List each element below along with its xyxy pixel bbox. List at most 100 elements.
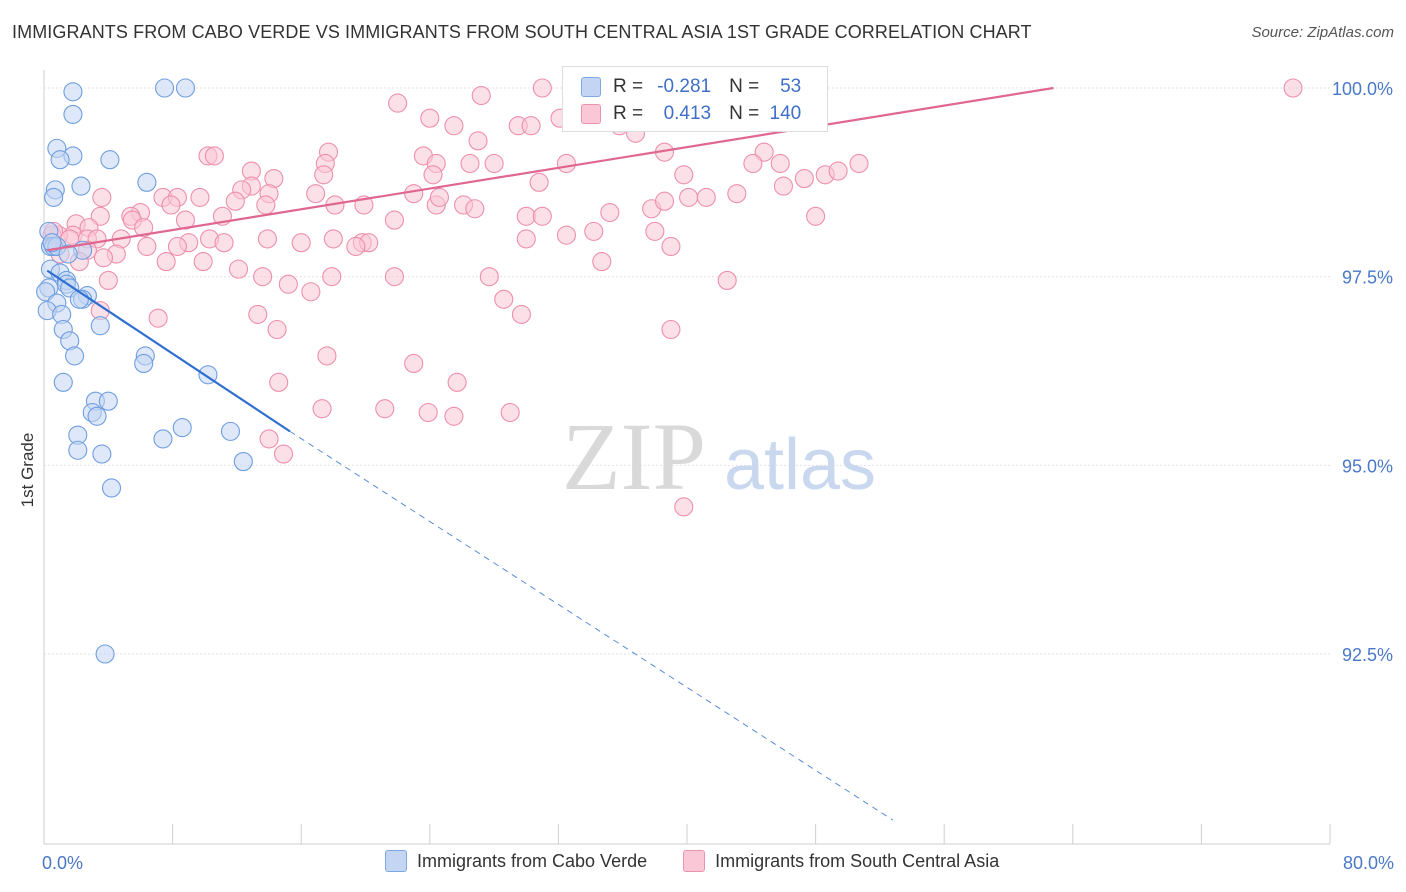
legend-swatch-south-central-asia [683, 850, 706, 872]
series-cabo-verde [36, 78, 253, 664]
point-south-central-asia [447, 372, 467, 392]
point-south-central-asia [388, 93, 408, 113]
point-south-central-asia [148, 308, 168, 328]
legend-r-value-cabo-verde: -0.281 [657, 76, 712, 97]
point-south-central-asia [423, 165, 443, 185]
point-south-central-asia [468, 131, 488, 151]
point-cabo-verde [58, 244, 78, 264]
point-cabo-verde [172, 418, 192, 438]
point-cabo-verde [64, 346, 85, 366]
y-tick-label: 100.0% [1332, 79, 1393, 99]
point-south-central-asia [93, 248, 114, 268]
point-south-central-asia [301, 282, 321, 302]
point-south-central-asia [494, 289, 514, 309]
point-cabo-verde [87, 406, 107, 426]
point-south-central-asia [259, 429, 279, 449]
point-south-central-asia [291, 233, 311, 253]
x-tick-min: 0.0% [42, 853, 84, 873]
point-south-central-asia [278, 274, 298, 294]
point-south-central-asia [743, 153, 763, 174]
legend-row-cabo-verde: R = -0.281 N = 53 [581, 73, 801, 101]
legend-label-cabo-verde: Immigrants from Cabo Verde [417, 850, 648, 871]
point-south-central-asia [460, 153, 480, 174]
point-cabo-verde [50, 150, 70, 170]
chart-title: IMMIGRANTS FROM CABO VERDE VS IMMIGRANTS… [12, 22, 1032, 42]
point-south-central-asia [314, 165, 334, 185]
point-south-central-asia [253, 267, 273, 287]
point-south-central-asia [849, 153, 869, 174]
point-south-central-asia [754, 142, 774, 162]
point-cabo-verde [100, 150, 120, 170]
point-south-central-asia [257, 229, 277, 249]
point-south-central-asia [323, 229, 343, 249]
point-south-central-asia [190, 187, 210, 207]
legend-r-value-south-central-asia: 0.413 [663, 103, 712, 124]
legend-n-value-cabo-verde: 53 [780, 76, 802, 97]
point-south-central-asia [471, 85, 491, 106]
legend-item-cabo-verde: Immigrants from Cabo Verde [385, 850, 647, 872]
point-south-central-asia [384, 210, 404, 230]
point-cabo-verde [63, 104, 83, 124]
point-south-central-asia [479, 267, 499, 287]
point-south-central-asia [161, 195, 181, 215]
point-cabo-verde [220, 421, 241, 441]
point-south-central-asia [248, 304, 268, 324]
point-cabo-verde [44, 187, 64, 207]
point-cabo-verde [63, 82, 83, 102]
point-south-central-asia [600, 202, 620, 223]
point-south-central-asia [770, 153, 790, 174]
point-cabo-verde [137, 172, 157, 192]
legend-n-value-south-central-asia: 140 [769, 103, 802, 124]
y-tick-label: 97.5% [1342, 268, 1393, 288]
point-south-central-asia [679, 187, 699, 207]
point-south-central-asia [444, 406, 464, 426]
point-cabo-verde [90, 316, 110, 336]
watermark-zip: ZIP [562, 403, 706, 510]
point-south-central-asia [346, 236, 366, 257]
point-south-central-asia [1283, 78, 1303, 98]
point-south-central-asia [592, 252, 612, 272]
point-south-central-asia [465, 199, 485, 219]
point-cabo-verde [134, 353, 154, 374]
point-south-central-asia [645, 221, 665, 241]
point-south-central-asia [674, 497, 694, 517]
point-south-central-asia [674, 165, 694, 185]
point-cabo-verde [53, 372, 73, 392]
point-south-central-asia [214, 233, 234, 253]
point-south-central-asia [484, 153, 504, 174]
trend-line-south-central-asia [47, 86, 1054, 252]
point-cabo-verde [92, 444, 112, 464]
point-south-central-asia [556, 153, 576, 174]
point-south-central-asia [532, 78, 552, 98]
point-south-central-asia [317, 346, 337, 366]
watermark-atlas: atlas [724, 425, 876, 505]
point-south-central-asia [273, 444, 294, 464]
point-south-central-asia [584, 221, 604, 241]
trend-line-cabo-verde-extension [289, 430, 894, 821]
point-cabo-verde [233, 452, 253, 472]
point-south-central-asia [828, 161, 848, 181]
point-south-central-asia [511, 304, 531, 324]
y-axis-label: 1st Grade [8, 420, 48, 520]
point-south-central-asia [516, 206, 536, 226]
source-credit: Source: ZipAtlas.com [1251, 24, 1394, 41]
legend-swatch-cabo-verde [581, 77, 601, 97]
point-south-central-asia [717, 270, 737, 290]
axes [43, 70, 1331, 845]
correlation-legend: R = -0.281 N = 53 R = 0.413 N = 140 [562, 66, 828, 132]
point-south-central-asia [267, 319, 287, 340]
trend-lines [46, 86, 1054, 821]
legend-n-label: N = [729, 103, 760, 124]
y-axis-label-text: 1st Grade [18, 432, 37, 508]
point-south-central-asia [256, 195, 276, 215]
y-tick-labels: 100.0% 97.5% 95.0% 92.5% [1332, 79, 1393, 665]
legend-r-label: R = [613, 76, 644, 97]
legend-swatch-cabo-verde [385, 850, 407, 872]
x-tick-max: 80.0% [1342, 853, 1394, 873]
point-south-central-asia [193, 252, 213, 272]
point-south-central-asia [375, 399, 395, 419]
series-legend: Immigrants from Cabo Verde Immigrants fr… [385, 850, 999, 872]
y-tick-label: 92.5% [1342, 645, 1393, 665]
legend-row-south-central-asia: R = 0.413 N = 140 [581, 100, 801, 128]
point-south-central-asia [696, 187, 716, 207]
